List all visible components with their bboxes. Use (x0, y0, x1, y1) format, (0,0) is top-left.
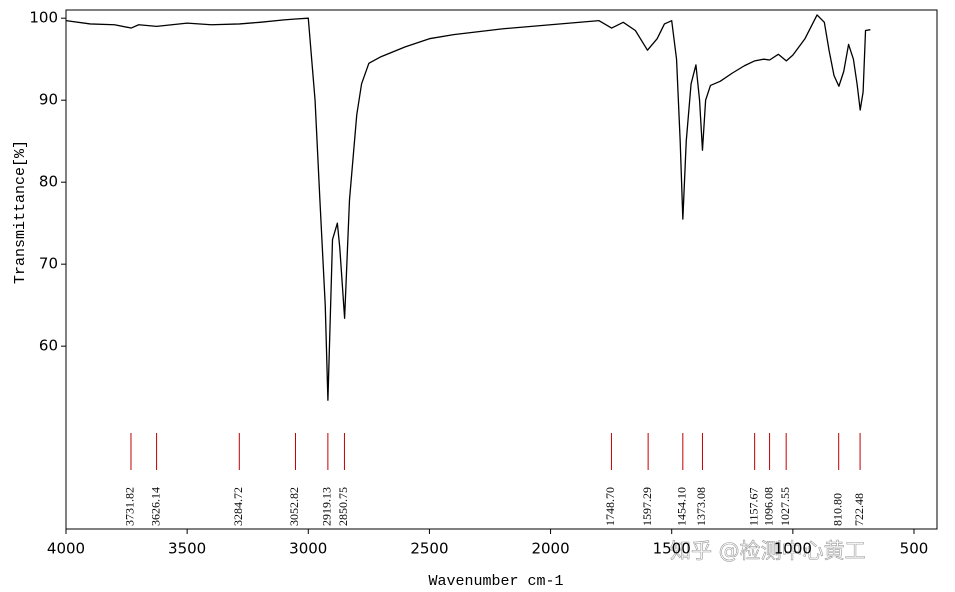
plot-frame (65, 9, 938, 530)
peak-label: 1373.08 (694, 487, 708, 526)
watermark: 知乎 @检测中心黄工 (670, 539, 866, 563)
spectrum-line (65, 14, 871, 401)
peak-label: 3731.82 (123, 487, 137, 526)
y-tick-label: 100 (29, 9, 58, 27)
y-tick-label: 90 (39, 91, 58, 109)
peak-label: 722.48 (852, 493, 866, 526)
peak-label: 3626.14 (148, 487, 162, 526)
x-axis-title: Wavenumber cm-1 (428, 573, 563, 590)
y-tick-label: 70 (39, 255, 58, 273)
y-tick-label: 80 (39, 173, 58, 191)
peak-label: 3284.72 (231, 487, 245, 526)
peak-label: 1096.08 (761, 487, 775, 526)
x-tick-label: 4000 (47, 540, 85, 558)
peak-label: 1597.29 (640, 487, 654, 526)
peak-label: 3052.82 (287, 487, 301, 526)
y-axis-title: Transmittance[%] (12, 140, 29, 284)
peak-label: 1748.70 (603, 487, 617, 526)
peak-label: 2919.13 (320, 487, 334, 526)
x-tick-label: 3000 (289, 540, 327, 558)
peak-label: 2850.75 (336, 487, 350, 526)
peak-label: 1157.67 (746, 487, 760, 526)
x-tick-label: 2500 (410, 540, 448, 558)
x-tick-label: 1500 (653, 540, 691, 558)
peak-label: 1027.55 (778, 487, 792, 526)
y-tick-label: 60 (39, 337, 58, 355)
peak-label: 810.80 (830, 493, 844, 526)
x-tick-label: 500 (900, 540, 929, 558)
x-tick-label: 1000 (774, 540, 812, 558)
x-tick-label: 3500 (168, 540, 206, 558)
peak-label: 1454.10 (675, 487, 689, 526)
x-tick-label: 2000 (531, 540, 569, 558)
